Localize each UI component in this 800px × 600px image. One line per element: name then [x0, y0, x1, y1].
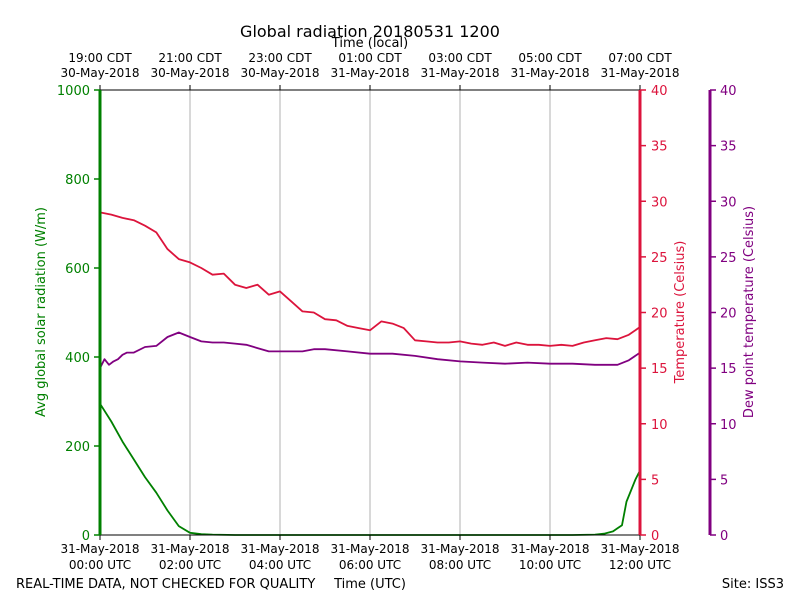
- x-tick-label-time: 10:00 UTC: [519, 558, 581, 572]
- top-tick-label-time: 07:00 CDT: [608, 51, 672, 65]
- temperature-tick-label: 30: [651, 195, 668, 210]
- top-tick-label-time: 19:00 CDT: [68, 51, 132, 65]
- dewpoint-tick-label: 5: [720, 473, 728, 488]
- x-tick-label-date: 31-May-2018: [510, 542, 589, 556]
- top-tick-label-date: 31-May-2018: [510, 66, 589, 80]
- temperature-tick-label: 20: [651, 307, 668, 322]
- top-tick-label-date: 31-May-2018: [420, 66, 499, 80]
- radiation-tick-label: 0: [82, 529, 90, 544]
- radiation-tick-label: 400: [65, 351, 90, 366]
- top-tick-label-time: 23:00 CDT: [248, 51, 312, 65]
- dewpoint-axis-label: Dew point temperature (Celsius): [742, 206, 757, 418]
- dewpoint-tick-label: 20: [720, 307, 737, 322]
- dewpoint-series-line: [99, 331, 641, 369]
- x-tick-label-date: 31-May-2018: [60, 542, 139, 556]
- x-tick-label-date: 31-May-2018: [600, 542, 679, 556]
- footer-site: Site: ISS3: [722, 577, 784, 592]
- temperature-tick-label: 25: [651, 251, 668, 266]
- dewpoint-tick-label: 25: [720, 251, 737, 266]
- radiation-tick-label: 600: [65, 262, 90, 277]
- top-tick-label-date: 30-May-2018: [240, 66, 319, 80]
- temperature-tick-label: 15: [651, 362, 668, 377]
- top-tick-label-date: 31-May-2018: [330, 66, 409, 80]
- dewpoint-tick-label: 30: [720, 195, 737, 210]
- dewpoint-tick-label: 15: [720, 362, 737, 377]
- temperature-series-line: [99, 211, 641, 347]
- top-tick-label-date: 30-May-2018: [150, 66, 229, 80]
- top-axis-label: Time (local): [331, 36, 408, 51]
- top-tick-label-time: 03:00 CDT: [428, 51, 492, 65]
- x-tick-label-date: 31-May-2018: [330, 542, 409, 556]
- temperature-tick-label: 0: [651, 529, 659, 544]
- dewpoint-tick-label: 0: [720, 529, 728, 544]
- top-tick-label-time: 01:00 CDT: [338, 51, 402, 65]
- temperature-tick-label: 40: [651, 84, 668, 99]
- radiation-tick-label: 1000: [57, 84, 90, 99]
- x-tick-label-date: 31-May-2018: [420, 542, 499, 556]
- radiation-axis-label: Avg global solar radiation (W/m): [34, 207, 49, 417]
- radiation-tick-label: 200: [65, 440, 90, 455]
- top-tick-label-date: 30-May-2018: [60, 66, 139, 80]
- x-tick-label-date: 31-May-2018: [150, 542, 229, 556]
- bottom-axis-label: Time (UTC): [333, 577, 406, 592]
- top-tick-label-time: 21:00 CDT: [158, 51, 222, 65]
- dewpoint-tick-label: 10: [720, 418, 737, 433]
- footer-quality-note: REAL-TIME DATA, NOT CHECKED FOR QUALITY: [16, 577, 315, 592]
- radiation-tick-label: 800: [65, 173, 90, 188]
- temperature-axis-label: Temperature (Celsius): [673, 241, 688, 385]
- dewpoint-tick-label: 35: [720, 140, 737, 155]
- top-tick-label-date: 31-May-2018: [600, 66, 679, 80]
- x-tick-label-time: 12:00 UTC: [609, 558, 671, 572]
- x-tick-label-date: 31-May-2018: [240, 542, 319, 556]
- x-tick-label-time: 06:00 UTC: [339, 558, 401, 572]
- temperature-tick-label: 35: [651, 140, 668, 155]
- chart-title: Global radiation 20180531 1200: [240, 22, 500, 41]
- x-tick-label-time: 08:00 UTC: [429, 558, 491, 572]
- temperature-tick-label: 5: [651, 473, 659, 488]
- axes-layer: 31-May-2018 00:00 UTC 31-May-2018 02:00 UTC…: [57, 51, 737, 572]
- dewpoint-tick-label: 40: [720, 84, 737, 99]
- x-tick-label-time: 02:00 UTC: [159, 558, 221, 572]
- temperature-tick-label: 10: [651, 418, 668, 433]
- x-tick-label-time: 00:00 UTC: [69, 558, 131, 572]
- grid-lines: [189, 90, 551, 535]
- top-tick-label-time: 05:00 CDT: [518, 51, 582, 65]
- x-tick-label-time: 04:00 UTC: [249, 558, 311, 572]
